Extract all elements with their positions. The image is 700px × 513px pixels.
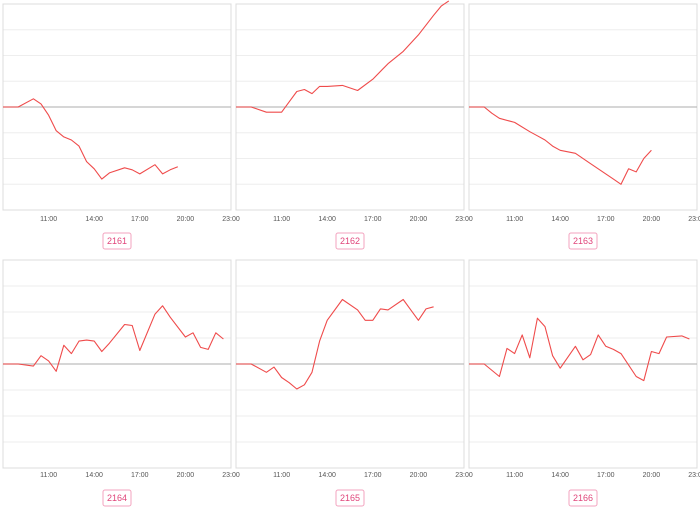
chart-panel-2165: 11:00 14:00 17:00 20:00 23:00 2165 <box>235 259 473 507</box>
chart-panel-2162: 11:00 14:00 17:00 20:00 23:00 2162 <box>235 0 473 250</box>
x-tick-label: 14:00 <box>85 216 103 223</box>
x-tick-label: 17:00 <box>131 216 149 223</box>
x-tick-label: 23:00 <box>222 472 240 479</box>
x-tick-label: 17:00 <box>597 472 615 479</box>
panel-id-badge <box>102 232 132 250</box>
x-tick-label: 20:00 <box>643 216 661 223</box>
x-tick-label: 20:00 <box>643 472 661 479</box>
chart-panel-2166: 11:00 14:00 17:00 20:00 23:00 2166 <box>468 259 700 507</box>
x-tick-label: 11:00 <box>40 216 57 223</box>
x-tick-label: 20:00 <box>177 472 195 479</box>
panel-id-label: 2161 <box>107 236 127 246</box>
x-tick-label: 14:00 <box>551 472 569 479</box>
x-tick-label: 23:00 <box>455 472 473 479</box>
series-line <box>236 0 450 113</box>
x-tick-label: 23:00 <box>688 216 700 223</box>
x-tick-label: 20:00 <box>410 472 428 479</box>
x-tick-label: 23:00 <box>222 216 240 223</box>
panel-id-label: 2164 <box>107 493 127 503</box>
x-tick-label: 11:00 <box>40 472 57 479</box>
panel-id-label: 2166 <box>573 493 593 503</box>
panel-id-badge <box>568 489 598 507</box>
x-tick-label: 11:00 <box>273 472 290 479</box>
x-tick-label: 20:00 <box>177 216 195 223</box>
panel-id-label: 2163 <box>573 236 593 246</box>
x-tick-label: 14:00 <box>551 216 569 223</box>
x-tick-label: 17:00 <box>364 472 382 479</box>
chart-panel-2161: 11:00 14:00 17:00 20:00 23:00 2161 <box>2 3 240 250</box>
chart-panel-2163: 11:00 14:00 17:00 20:00 23:00 2163 <box>468 3 700 250</box>
x-tick-label: 17:00 <box>364 216 382 223</box>
panel-id-label: 2165 <box>340 493 360 503</box>
x-tick-label: 11:00 <box>506 472 523 479</box>
series-line <box>469 106 652 185</box>
panel-id-badge <box>568 232 598 250</box>
x-tick-label: 14:00 <box>318 216 336 223</box>
series-line <box>236 298 434 390</box>
x-tick-label: 20:00 <box>410 216 428 223</box>
x-tick-label: 11:00 <box>273 216 290 223</box>
series-line <box>3 98 179 180</box>
series-line <box>3 305 224 372</box>
chart-panel-2164: 11:00 14:00 17:00 20:00 23:00 2164 <box>2 259 240 507</box>
panel-id-badge <box>335 489 365 507</box>
panel-id-label: 2162 <box>340 236 360 246</box>
x-tick-label: 23:00 <box>455 216 473 223</box>
x-tick-label: 17:00 <box>131 472 149 479</box>
x-tick-label: 11:00 <box>506 216 523 223</box>
x-tick-label: 14:00 <box>318 472 336 479</box>
panel-id-badge <box>335 232 365 250</box>
x-tick-label: 17:00 <box>597 216 615 223</box>
series-line <box>469 317 690 382</box>
x-tick-label: 14:00 <box>85 472 103 479</box>
x-tick-label: 23:00 <box>688 472 700 479</box>
panel-id-badge <box>102 489 132 507</box>
